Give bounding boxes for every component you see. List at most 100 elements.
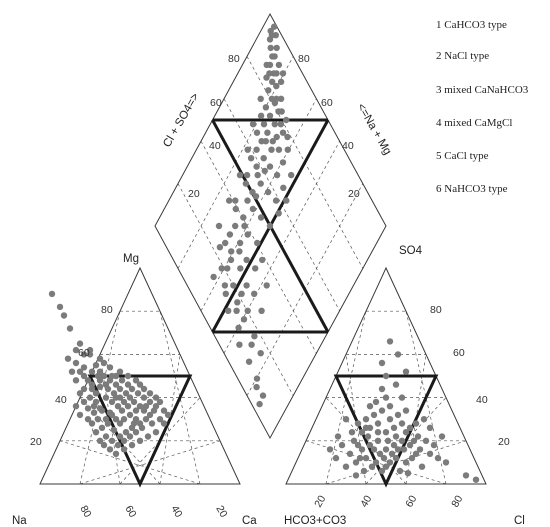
anion-point-37: [434, 454, 442, 462]
cation-point-36: [138, 424, 146, 431]
diamond-point-11: [271, 121, 278, 128]
cation-point-62: [152, 429, 160, 436]
diamond-point-114: [248, 341, 255, 348]
anion-point-65: [420, 416, 428, 423]
diamond-point-88: [259, 392, 267, 399]
diamond-right-tick-4: 80: [298, 53, 310, 65]
diamond-point-47: [236, 239, 244, 247]
cation-left-label: Na: [12, 515, 27, 527]
diamond-point-49: [254, 239, 261, 247]
diamond-point-25: [253, 163, 260, 170]
anion-point-40: [376, 450, 384, 457]
diamond-point-23: [244, 146, 251, 153]
anion-point-33: [338, 441, 346, 449]
anion-right-tick-4: 80: [430, 304, 442, 316]
cation-point-97: [164, 411, 172, 419]
diamond-point-95: [269, 78, 276, 86]
diamond-point-34: [257, 180, 264, 187]
anion-point-6: [402, 459, 410, 466]
cation-point-69: [100, 441, 108, 449]
cation-point-93: [146, 390, 154, 397]
cation-point-110: [108, 411, 116, 419]
diamond-point-16: [253, 129, 261, 136]
anion-point-30: [362, 416, 370, 423]
diamond-point-5: [273, 82, 280, 90]
cation-point-11: [80, 398, 88, 406]
diamond-point-93: [284, 133, 291, 141]
diamond-point-35: [264, 188, 272, 196]
anion-point-15: [414, 433, 422, 440]
cation-point-90: [132, 377, 140, 384]
anion-bottom-tick-2: 40: [358, 493, 374, 509]
cation-point-91: [136, 381, 144, 388]
diamond-point-109: [279, 70, 287, 77]
cation-point-66: [120, 446, 128, 453]
diamond-point-100: [243, 171, 251, 179]
cation-point-63: [144, 433, 152, 440]
diamond-point-89: [257, 350, 264, 357]
anion-point-72: [462, 472, 470, 479]
diamond-point-68: [271, 53, 278, 60]
diamond-point-96: [273, 95, 280, 103]
diamond-point-54: [252, 265, 259, 272]
anion-point-4: [382, 463, 390, 470]
anion-point-55: [392, 381, 400, 388]
anion-point-9: [366, 441, 374, 449]
cation-point-76: [76, 390, 84, 397]
anion-point-78: [370, 446, 378, 453]
cation-point-85: [118, 377, 126, 384]
cation-point-86: [112, 381, 120, 388]
diamond-point-36: [272, 197, 280, 204]
anion-point-5: [392, 454, 400, 462]
anion-point-7: [412, 450, 420, 457]
cation-point-79: [64, 355, 72, 362]
diamond-point-28: [273, 171, 281, 179]
cation-point-17: [120, 416, 128, 423]
diamond-point-112: [225, 307, 232, 314]
diamond-point-78: [252, 193, 260, 200]
cation-point-120: [102, 381, 110, 388]
diamond-point-14: [277, 78, 285, 86]
anion-point-22: [390, 424, 398, 431]
diamond-point-29: [279, 159, 287, 166]
cation-point-100: [72, 346, 80, 354]
anion-point-8: [358, 446, 366, 453]
cation-point-15: [112, 416, 120, 423]
cation-point-83: [80, 372, 88, 380]
diamond-point-83: [234, 299, 241, 306]
diamond-left-tick-1: 20: [188, 188, 200, 200]
diamond-point-43: [266, 222, 274, 230]
diamond-point-62: [233, 307, 240, 314]
anion-point-16: [422, 437, 430, 444]
anion-point-53: [386, 403, 394, 410]
diamond-point-39: [232, 205, 239, 213]
cation-point-113: [116, 385, 124, 393]
anion-point-59: [388, 450, 396, 457]
cation-point-37: [132, 429, 140, 436]
diamond-point-8: [257, 112, 265, 120]
cation-point-2: [76, 340, 84, 347]
diamond-point-97: [278, 108, 285, 115]
anion-point-36: [426, 450, 434, 457]
cation-point-88: [116, 368, 124, 375]
anion-point-62: [356, 454, 364, 462]
cation-point-107: [126, 394, 134, 401]
anion-point-42: [392, 433, 400, 440]
cation-point-121: [94, 372, 102, 380]
anion-point-38: [442, 459, 450, 466]
cation-point-47: [80, 385, 88, 393]
anion-point-84: [394, 446, 402, 453]
diamond-point-41: [249, 205, 257, 213]
sample-points: [48, 23, 480, 483]
cation-point-98: [86, 346, 94, 354]
cation-point-27: [108, 398, 116, 406]
cation-point-96: [160, 407, 168, 414]
cation-point-80: [72, 359, 80, 367]
diamond-point-98: [260, 121, 268, 128]
anion-right-tick-2: 40: [476, 394, 488, 406]
anion-point-23: [398, 420, 406, 427]
diamond-point-56: [218, 265, 225, 272]
diamond-point-111: [283, 197, 290, 204]
diamond-point-81: [228, 248, 235, 255]
